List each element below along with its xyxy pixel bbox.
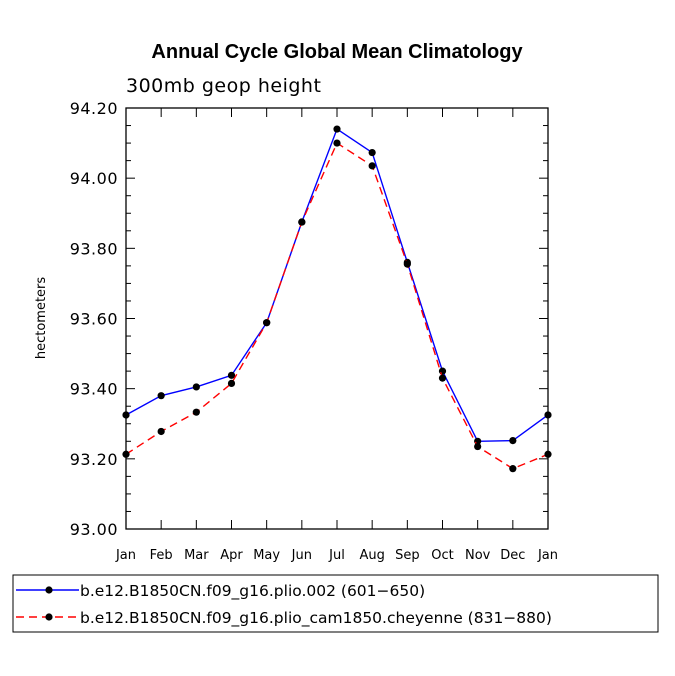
data-point-series-2 — [474, 442, 482, 451]
x-tick-label: Nov — [465, 548, 491, 563]
x-tick-label: Dec — [500, 548, 525, 563]
x-tick-label: Jan — [115, 548, 136, 563]
y-tick-label: 94.00 — [70, 169, 118, 188]
data-point-series-2 — [122, 450, 130, 458]
y-tick-label: 93.80 — [70, 239, 118, 258]
data-point-series-1 — [192, 383, 200, 391]
legend-marker-1 — [45, 586, 53, 594]
data-point-series-2 — [509, 465, 517, 473]
x-tick-label: May — [253, 548, 280, 563]
x-tick-label: Mar — [184, 548, 209, 563]
data-point-series-2 — [438, 374, 447, 382]
data-point-series-1 — [544, 411, 552, 419]
legend-box — [12, 574, 659, 633]
y-tick-label: 93.20 — [70, 450, 118, 469]
data-point-series-1 — [509, 436, 517, 445]
data-point-series-1 — [157, 392, 165, 400]
y-tick-label: 93.40 — [70, 380, 118, 399]
x-tick-label: Jan — [537, 548, 558, 563]
y-tick-label: 93.60 — [70, 310, 118, 329]
data-point-series-2 — [157, 427, 165, 436]
data-point-series-1 — [227, 371, 236, 379]
data-point-series-2 — [227, 379, 236, 388]
y-axis-label: hectometers — [34, 277, 49, 360]
data-point-series-2 — [544, 450, 552, 458]
data-point-series-1 — [368, 148, 376, 157]
x-tick-label: Sep — [395, 548, 420, 563]
x-tick-label: Oct — [431, 548, 453, 563]
legend-label-2: b.e12.B1850CN.f09_g16.plio_cam1850.cheye… — [80, 609, 552, 628]
x-tick-label: Jun — [291, 548, 312, 563]
data-point-series-2 — [368, 162, 376, 170]
legend-label-1: b.e12.B1850CN.f09_g16.plio.002 (601−650) — [80, 582, 425, 601]
data-point-series-2 — [192, 408, 200, 416]
data-point-series-2 — [298, 218, 306, 226]
x-tick-label: Apr — [220, 548, 243, 563]
y-tick-label: 94.20 — [70, 99, 118, 118]
x-tick-label: Aug — [359, 548, 384, 563]
series-line-2 — [125, 142, 549, 470]
x-tick-label: Jul — [328, 548, 345, 563]
x-tick-label: Feb — [150, 548, 173, 563]
data-point-series-2 — [403, 260, 411, 268]
data-point-series-1 — [438, 367, 447, 375]
y-tick-label: 93.00 — [70, 520, 118, 539]
data-point-series-1 — [122, 411, 130, 419]
legend-marker-2 — [45, 613, 53, 621]
data-point-series-1 — [333, 125, 341, 133]
chart-subtitle: 300mb geop height — [126, 75, 321, 97]
data-point-series-2 — [263, 319, 271, 327]
plot-frame — [125, 107, 549, 530]
chart-title: Annual Cycle Global Mean Climatology — [151, 41, 523, 63]
data-point-series-2 — [333, 139, 341, 147]
series-line-1 — [125, 127, 549, 443]
